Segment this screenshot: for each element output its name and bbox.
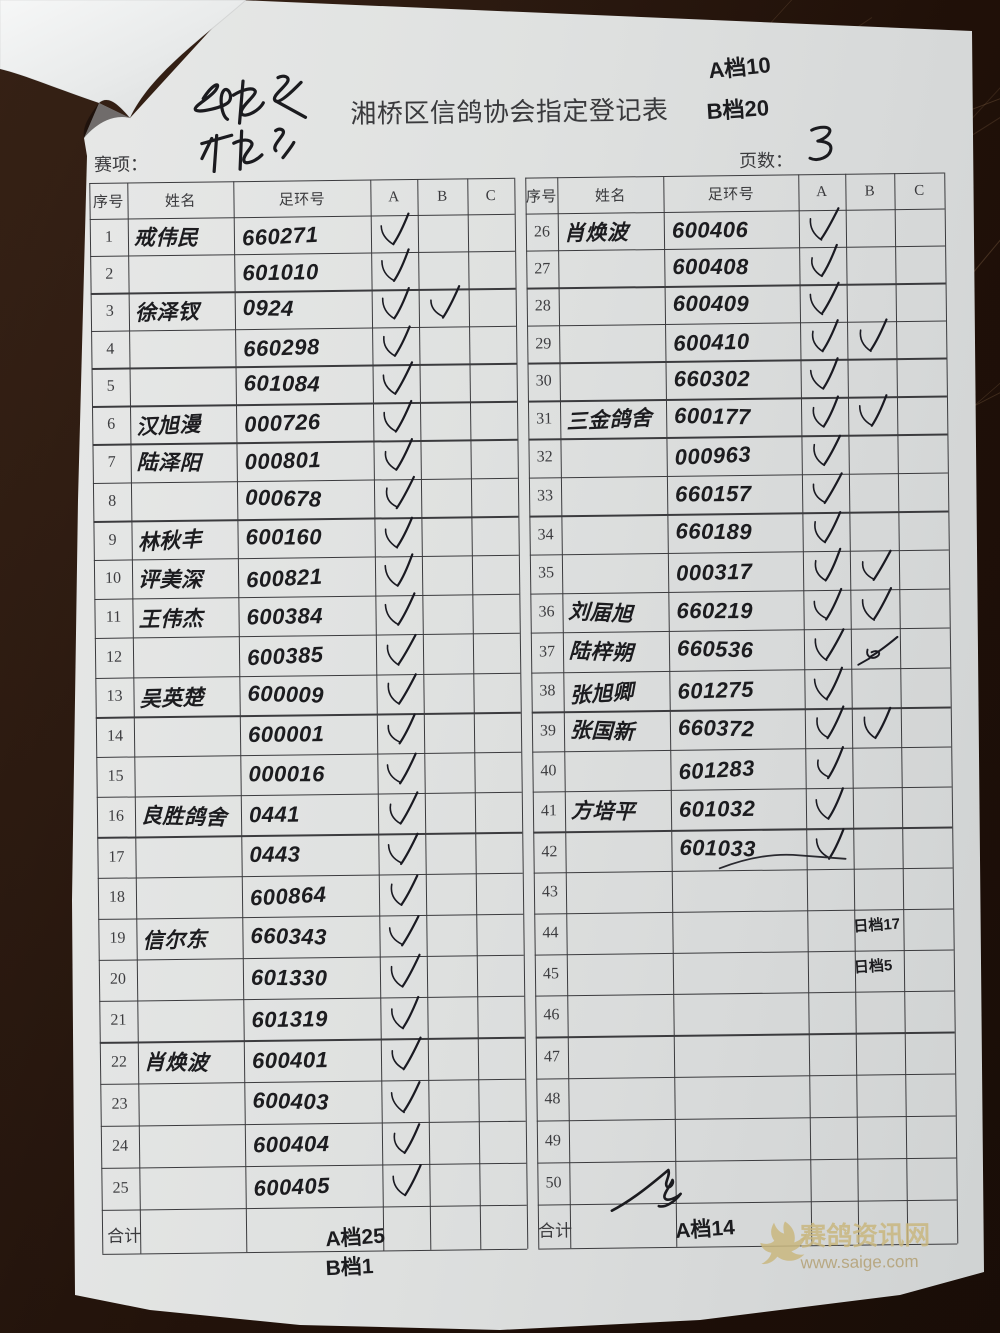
- svg-text:www.saige.com: www.saige.com: [799, 1252, 918, 1272]
- svg-text:赛鸽资讯网: 赛鸽资讯网: [799, 1220, 930, 1252]
